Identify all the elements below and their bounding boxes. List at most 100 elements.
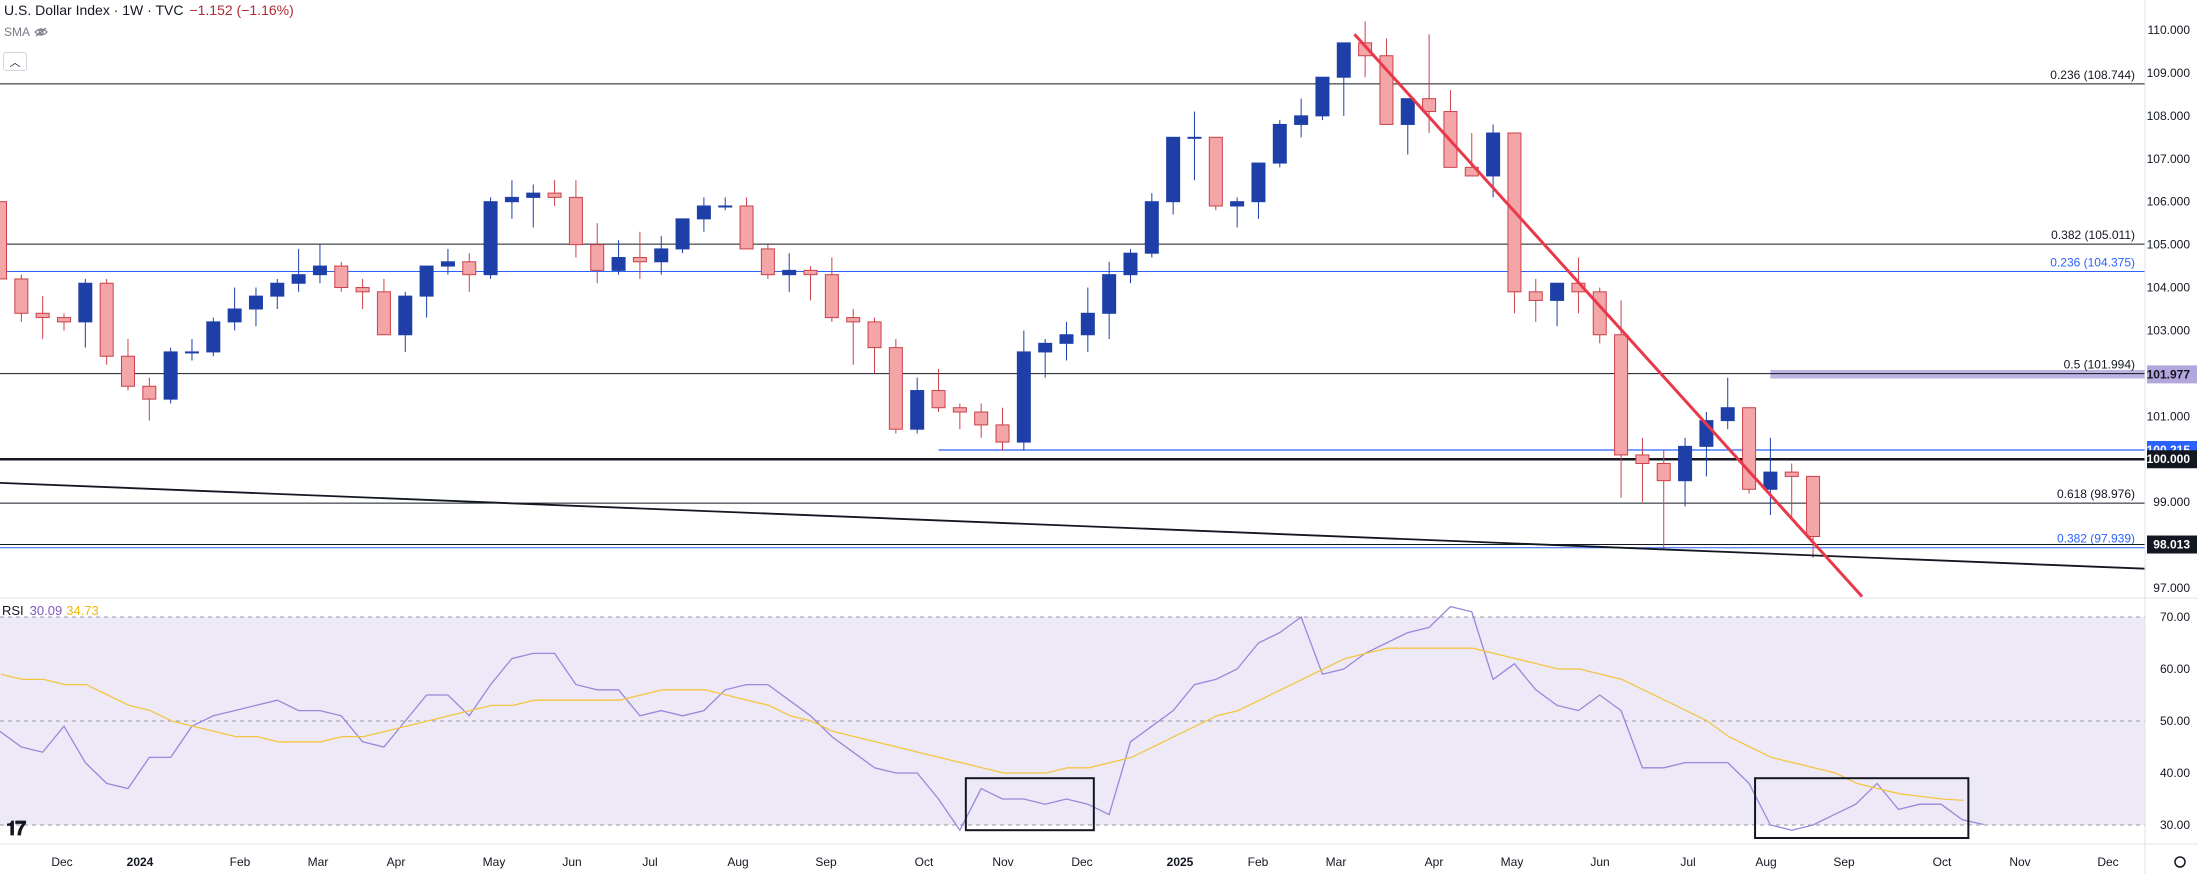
candle-bullish	[1251, 162, 1266, 203]
candle-bearish	[1784, 471, 1799, 477]
time-tick-label: Sep	[815, 855, 837, 869]
candle-bullish	[206, 321, 221, 353]
price-tick-label: 104.000	[2147, 281, 2191, 295]
price-levels: 0.236 (108.744) 0.382 (105.011) 0.236 (104…	[0, 68, 2145, 549]
candle-bullish	[1486, 132, 1501, 177]
candle-bearish	[824, 274, 839, 319]
candle-bearish	[1528, 291, 1543, 301]
annotation-box	[1754, 777, 1970, 840]
candle-bullish	[1187, 136, 1202, 139]
candle-bullish	[1016, 351, 1031, 443]
candle-bullish	[526, 192, 541, 198]
eye-hidden-icon[interactable]	[34, 27, 48, 37]
candle-bearish	[462, 261, 477, 276]
candle-bullish	[910, 390, 925, 430]
candle-bullish	[1123, 252, 1138, 276]
candle-bullish	[398, 295, 413, 336]
candle-bearish	[739, 205, 754, 250]
fib-level-label: 0.236 (108.744)	[2050, 68, 2135, 82]
time-tick-label: Jul	[642, 855, 657, 869]
candle-bullish	[184, 351, 199, 354]
annotation-box	[964, 777, 1095, 832]
candle-bearish	[590, 244, 605, 271]
rsi-line	[0, 605, 1984, 832]
price-tick-label: 99.000	[2153, 495, 2190, 509]
candle-bullish	[675, 218, 690, 250]
candle-bullish	[1038, 342, 1053, 353]
candle-bullish	[1102, 274, 1117, 314]
candle-bullish	[1294, 115, 1309, 125]
fib-level-label: 0.5 (101.994)	[2064, 358, 2135, 372]
candle-bullish	[1550, 282, 1565, 301]
time-tick-label: May	[1501, 855, 1524, 869]
candle-bullish	[654, 248, 669, 263]
candle-bullish	[312, 265, 327, 276]
collapse-indicators-button[interactable]: ︿	[3, 52, 27, 71]
candle-bearish	[995, 424, 1010, 443]
candle-bearish	[0, 201, 7, 280]
time-tick-label: Apr	[1425, 855, 1444, 869]
candle-bullish	[696, 205, 711, 220]
long-term-trendline	[0, 481, 2146, 570]
candle-bearish	[547, 192, 562, 198]
fib-level-label: 0.382 (97.939)	[2057, 532, 2135, 546]
time-tick-label: Mar	[308, 855, 329, 869]
chevron-up-icon: ︿	[9, 56, 21, 69]
time-tick-label: Jun	[1590, 855, 1609, 869]
price-change: −1.152 (−1.16%)	[189, 2, 294, 18]
time-tick-label: Sep	[1833, 855, 1855, 869]
candle-bearish	[1422, 98, 1437, 113]
time-tick-label: Oct	[915, 855, 934, 869]
time-tick-label: Jul	[1680, 855, 1695, 869]
resistance-trendline	[1353, 33, 1864, 598]
candle-bearish	[974, 411, 989, 426]
candle-bearish	[1635, 454, 1650, 465]
candle-bearish	[568, 196, 583, 246]
candle-bearish	[1208, 136, 1223, 207]
price-tick-label: 97.000	[2153, 581, 2190, 595]
settings-gear-icon[interactable]	[2174, 856, 2186, 868]
price-tick-label: 108.000	[2147, 109, 2191, 123]
resistance-zone	[1770, 369, 2145, 379]
price-tick-label: 110.000	[2148, 23, 2191, 37]
candle-bullish	[782, 269, 797, 276]
candle-bullish	[440, 261, 455, 267]
candle-bullish	[248, 295, 263, 310]
tradingview-logo-icon[interactable]: 𝟏𝟕	[6, 818, 26, 840]
time-tick-label: Oct	[1933, 855, 1952, 869]
candle-bearish	[952, 407, 967, 413]
fib-level-label: 0.618 (98.976)	[2057, 487, 2135, 501]
rsi-header[interactable]: RSI 30.09 34.73	[2, 603, 99, 618]
candle-bearish	[632, 256, 647, 263]
price-tick-label: 109.000	[2147, 66, 2191, 80]
candle-bearish	[1614, 334, 1629, 456]
price-tick-label: 107.000	[2147, 152, 2191, 166]
time-tick-label: Aug	[727, 855, 748, 869]
sma-indicator-row[interactable]: SMA	[4, 25, 48, 39]
candle-bearish	[931, 390, 946, 409]
rsi-ma-value: 34.73	[66, 603, 99, 618]
candle-bullish	[1144, 201, 1159, 254]
candle-bearish	[355, 287, 370, 293]
sma-label: SMA	[4, 25, 31, 39]
time-tick-label: 2024	[127, 855, 154, 869]
candle-bearish	[867, 321, 882, 349]
candle-bullish	[1230, 201, 1245, 207]
symbol-header[interactable]: U.S. Dollar Index · 1W · TVC −1.152 (−1.1…	[4, 2, 294, 18]
rsi-tick-label: 70.00	[2160, 610, 2190, 624]
candle-bullish	[419, 265, 434, 297]
candle-bullish	[227, 308, 242, 323]
candle-bearish	[376, 291, 391, 336]
candle-bearish	[99, 282, 114, 357]
time-tick-label: Feb	[230, 855, 251, 869]
price-tick-label: 106.000	[2147, 195, 2191, 209]
time-tick-label: Dec	[1071, 855, 1092, 869]
candle-bearish	[1358, 42, 1373, 57]
symbol-title: U.S. Dollar Index · 1W · TVC	[4, 2, 184, 18]
candle-bullish	[718, 205, 733, 208]
candle-bullish	[1272, 123, 1287, 164]
time-tick-label: Mar	[1326, 855, 1347, 869]
candle-bullish	[1315, 76, 1330, 117]
